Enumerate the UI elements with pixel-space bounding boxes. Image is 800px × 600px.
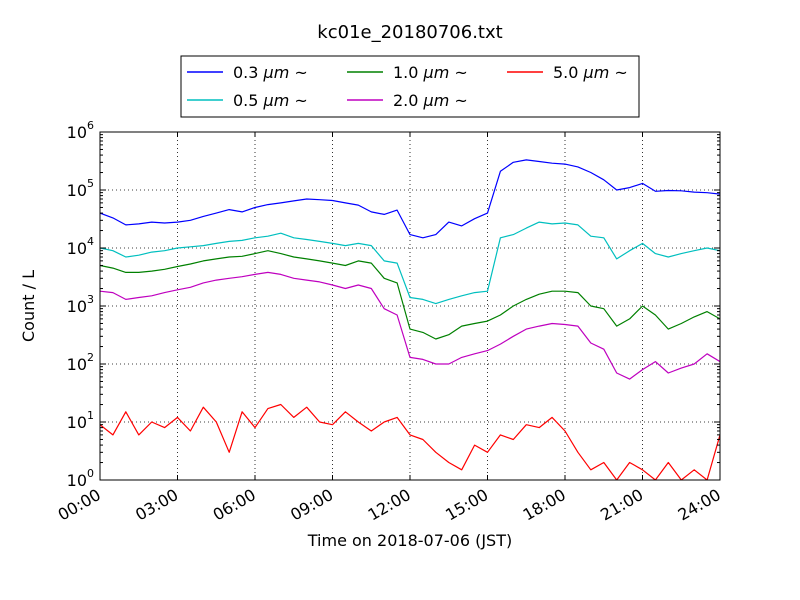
legend-item: 2.0 μm ~ xyxy=(347,91,468,110)
legend-label-number: 0.5 xyxy=(233,91,264,110)
legend-label-unit: μm xyxy=(263,63,290,82)
x-tick-label: 24:00 xyxy=(675,485,724,525)
legend-label-unit: μm xyxy=(423,91,450,110)
x-axis-label: Time on 2018-07-06 (JST) xyxy=(307,531,512,550)
chart-title: kc01e_20180706.txt xyxy=(317,22,502,43)
series-line-5 xyxy=(100,403,720,480)
x-tick-label: 15:00 xyxy=(442,485,491,525)
y-tick-base: 10 xyxy=(67,413,87,432)
legend-label-suffix: ~ xyxy=(609,63,628,82)
legend-item: 1.0 μm ~ xyxy=(347,63,468,82)
legend-label-number: 2.0 xyxy=(393,91,424,110)
legend-label-number: 0.3 xyxy=(233,63,264,82)
legend-label-unit: μm xyxy=(583,63,610,82)
y-tick-exponent: 5 xyxy=(87,177,94,190)
y-tick-base: 10 xyxy=(67,123,87,142)
series-layer xyxy=(100,159,720,480)
series-line-1 xyxy=(100,159,720,239)
x-tick-label: 03:00 xyxy=(132,485,181,525)
legend-label-suffix: ~ xyxy=(289,63,308,82)
legend-label-unit: μm xyxy=(263,91,290,110)
y-tick-label: 10 0 xyxy=(67,467,94,490)
y-tick-label: 10 4 xyxy=(67,235,94,258)
y-tick-label: 10 1 xyxy=(67,409,94,432)
legend-label-number: 1.0 xyxy=(393,63,424,82)
series-line-3 xyxy=(100,250,720,340)
legend-label-suffix: ~ xyxy=(289,91,308,110)
x-tick-label: 18:00 xyxy=(520,485,569,525)
legend-item: 0.5 μm ~ xyxy=(187,91,308,110)
legend-label-number: 5.0 xyxy=(553,63,584,82)
y-tick-base: 10 xyxy=(67,471,87,490)
x-tick-label: 09:00 xyxy=(287,485,336,525)
legend-label: 5.0 μm ~ xyxy=(553,63,628,82)
y-tick-exponent: 3 xyxy=(87,293,94,306)
series-line-4 xyxy=(100,271,720,380)
y-tick-base: 10 xyxy=(67,355,87,374)
x-tick-labels: 00:00 03:00 06:00 09:00 12:00 15:00 18:00 21:00… xyxy=(55,485,724,525)
x-tick-label: 00:00 xyxy=(55,485,104,525)
grid xyxy=(100,132,720,480)
y-tick-exponent: 6 xyxy=(87,119,94,132)
y-tick-base: 10 xyxy=(67,297,87,316)
y-tick-label: 10 2 xyxy=(67,351,94,374)
y-axis-label: Count / L xyxy=(19,270,38,342)
series-line-2 xyxy=(100,221,720,305)
x-tick-label: 06:00 xyxy=(210,485,259,525)
y-tick-exponent: 0 xyxy=(87,467,94,480)
legend-label: 0.3 μm ~ xyxy=(233,63,308,82)
legend-label-suffix: ~ xyxy=(449,91,468,110)
y-tick-base: 10 xyxy=(67,181,87,200)
legend-item: 5.0 μm ~ xyxy=(507,63,628,82)
y-tick-exponent: 1 xyxy=(87,409,94,422)
legend-label-suffix: ~ xyxy=(449,63,468,82)
legend-item: 0.3 μm ~ xyxy=(187,63,308,82)
legend-frame xyxy=(180,55,640,118)
x-tick-label: 21:00 xyxy=(597,485,646,525)
y-tick-label: 10 3 xyxy=(67,293,94,316)
y-tick-base: 10 xyxy=(67,239,87,258)
legend-label-unit: μm xyxy=(423,63,450,82)
y-tick-exponent: 4 xyxy=(87,235,94,248)
y-tick-label: 10 6 xyxy=(67,119,94,142)
y-tick-label: 10 5 xyxy=(67,177,94,200)
legend-label: 1.0 μm ~ xyxy=(393,63,468,82)
legend-label: 0.5 μm ~ xyxy=(233,91,308,110)
tick-layer xyxy=(99,131,721,481)
x-tick-label: 12:00 xyxy=(365,485,414,525)
legend-label: 2.0 μm ~ xyxy=(393,91,468,110)
y-tick-exponent: 2 xyxy=(87,351,94,364)
legend: 0.3 μm ~0.5 μm ~1.0 μm ~2.0 μm ~5.0 μm ~ xyxy=(180,55,640,118)
